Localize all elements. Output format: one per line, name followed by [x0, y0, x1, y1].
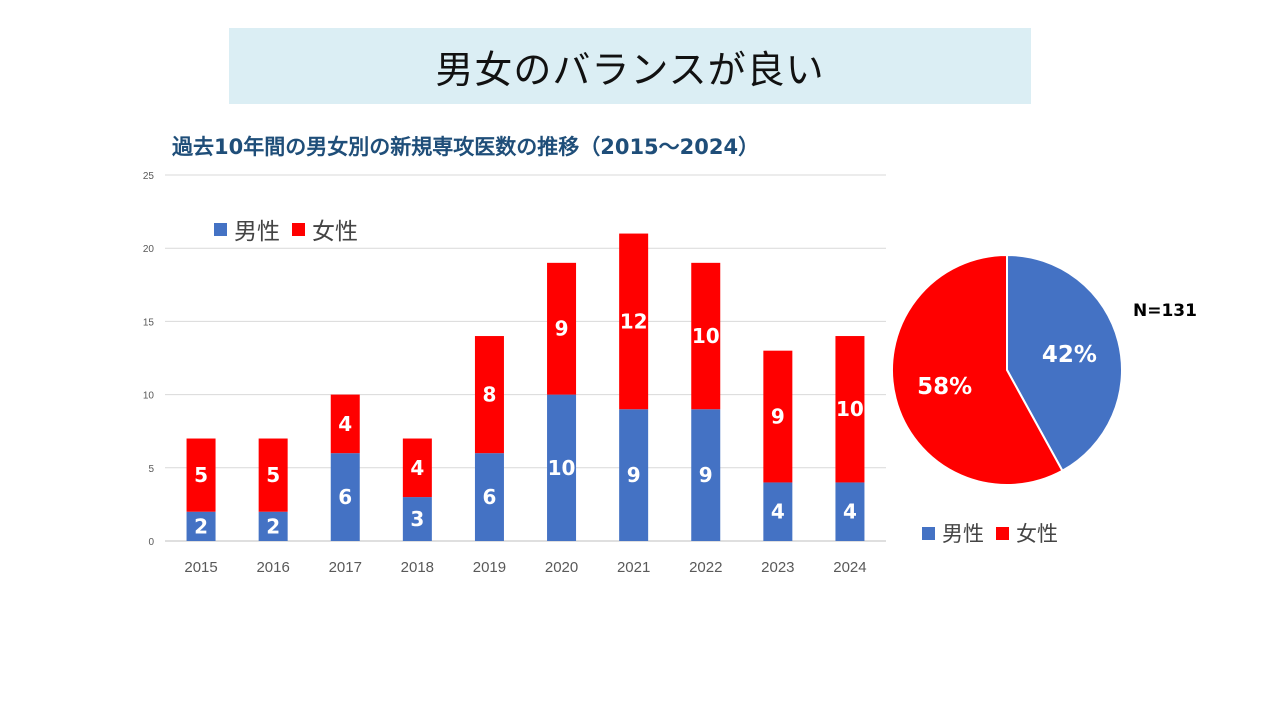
- data-label: 4: [771, 500, 785, 524]
- x-tick-label: 2020: [545, 559, 578, 576]
- bar-segment-male: [619, 409, 649, 541]
- y-tick-label: 25: [143, 171, 155, 182]
- y-tick-label: 0: [148, 537, 154, 548]
- bar-segment-male: [330, 453, 360, 541]
- legend-item-female: 女性: [292, 212, 358, 246]
- bar-segment-female: [474, 336, 504, 454]
- data-label: 9: [627, 463, 641, 487]
- legend-item-male: 男性: [214, 212, 280, 246]
- pie-chart: 42% 58%: [891, 253, 1123, 486]
- data-label: 12: [620, 309, 648, 333]
- pie-slice-female: [891, 253, 1064, 486]
- x-tick-label: 2019: [473, 559, 506, 576]
- data-label: 6: [338, 485, 352, 509]
- x-tick-label: 2016: [256, 559, 289, 576]
- data-label: 10: [692, 324, 720, 348]
- bar-segment-female: [619, 233, 649, 410]
- pie-legend-item-female: 女性: [996, 518, 1058, 548]
- bar-segment-male: [547, 394, 577, 541]
- x-tick-label: 2018: [401, 559, 434, 576]
- data-label: 6: [482, 485, 496, 509]
- pie-legend-swatch-female: [996, 526, 1009, 540]
- data-label: 5: [194, 463, 208, 487]
- pie-data-label: 42%: [1042, 342, 1097, 368]
- pie-chart-legend: 男性 女性: [922, 518, 1070, 548]
- data-label: 4: [843, 500, 857, 524]
- data-label: 10: [836, 397, 864, 421]
- bar-segment-male: [186, 511, 216, 541]
- data-label: 3: [410, 507, 424, 531]
- data-label: 2: [194, 514, 208, 538]
- x-tick-label: 2015: [184, 559, 217, 576]
- bar-segment-female: [402, 438, 432, 498]
- y-tick-label: 15: [143, 317, 155, 328]
- y-tick-label: 20: [143, 244, 155, 255]
- bar-segment-male: [474, 453, 504, 541]
- bar-segment-male: [835, 482, 865, 541]
- pie-legend-item-male: 男性: [922, 518, 984, 548]
- y-tick-label: 10: [143, 391, 155, 402]
- legend-swatch-male: [214, 222, 227, 236]
- data-label: 4: [338, 412, 352, 436]
- pie-legend-label-female: 女性: [1016, 522, 1058, 546]
- data-label: 4: [410, 456, 424, 480]
- bar-chart-title: 過去10年間の男女別の新規専攻医数の推移（2015～2024）: [172, 135, 760, 159]
- data-label: 2: [266, 514, 280, 538]
- bar-segment-female: [763, 350, 793, 483]
- bar-segment-female: [330, 394, 360, 454]
- data-label: 10: [548, 456, 576, 480]
- bar-segment-female: [186, 438, 216, 512]
- x-tick-label: 2017: [329, 559, 362, 576]
- y-tick-label: 5: [148, 464, 154, 475]
- bar-segment-female: [691, 262, 721, 410]
- legend-label-female: 女性: [312, 219, 358, 245]
- bar-segment-female: [547, 262, 577, 395]
- bar-segment-male: [763, 482, 793, 541]
- bar-segment-female: [835, 336, 865, 483]
- title-banner: 男女のバランスが良い: [229, 28, 1031, 104]
- data-label: 9: [699, 463, 713, 487]
- legend-swatch-female: [292, 222, 305, 236]
- sample-size-label: N=131: [1133, 301, 1197, 321]
- pie-legend-swatch-male: [922, 526, 935, 540]
- x-tick-label: 2023: [761, 559, 794, 576]
- bar-segment-male: [258, 511, 288, 541]
- x-tick-label: 2021: [617, 559, 650, 576]
- stacked-bar-chart: 0510152025252015252016642017342018682019…: [143, 171, 886, 576]
- pie-legend-label-male: 男性: [942, 522, 984, 546]
- x-tick-label: 2024: [833, 559, 866, 576]
- bar-segment-male: [691, 409, 721, 541]
- data-label: 9: [771, 405, 785, 429]
- bar-segment-female: [258, 438, 288, 512]
- pie-slice-male: [1006, 253, 1123, 473]
- pie-data-label: 58%: [917, 374, 972, 400]
- x-tick-label: 2022: [689, 559, 722, 576]
- page-title: 男女のバランスが良い: [435, 47, 825, 92]
- data-label: 8: [482, 383, 496, 407]
- data-label: 5: [266, 463, 280, 487]
- bar-chart-legend: 男性 女性: [214, 212, 370, 246]
- data-label: 9: [555, 317, 569, 341]
- legend-label-male: 男性: [234, 219, 280, 245]
- bar-segment-male: [402, 497, 432, 541]
